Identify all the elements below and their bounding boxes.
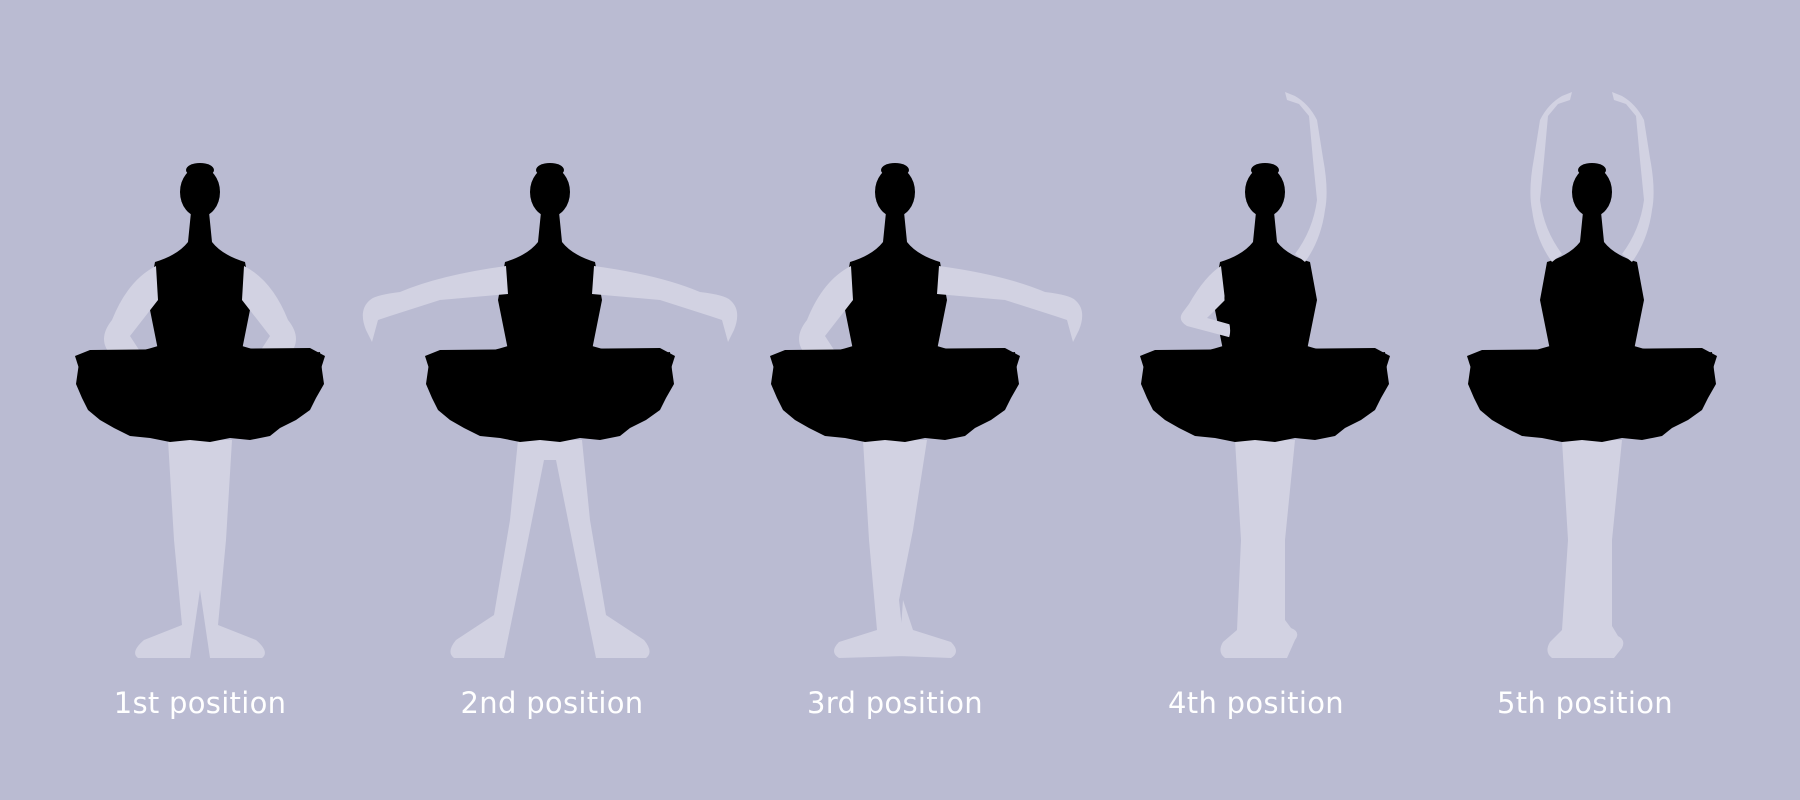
position-label-fourth: 4th position xyxy=(1168,686,1344,720)
dancer-fifth-position xyxy=(1467,92,1717,658)
dancer-fourth-position xyxy=(1140,92,1390,658)
position-label-second: 2nd position xyxy=(460,686,644,720)
dancer-second-position xyxy=(362,163,738,658)
dancer-third-position xyxy=(770,163,1083,658)
dancer-first-position xyxy=(75,163,325,658)
position-label-third: 3rd position xyxy=(807,686,983,720)
position-label-fifth: 5th position xyxy=(1497,686,1673,720)
position-label-first: 1st position xyxy=(113,686,287,720)
